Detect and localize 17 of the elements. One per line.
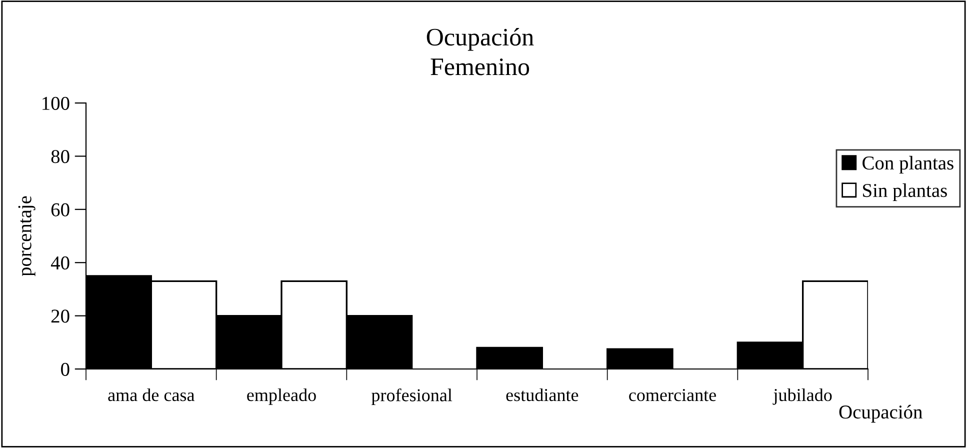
y-tick-label: 80 [51, 150, 70, 164]
y-tick-label: 40 [50, 256, 70, 270]
x-tick-label: estudiante [506, 388, 578, 402]
x-tick-label: ama de casa [108, 388, 195, 402]
y-tick-label: 0 [61, 362, 70, 376]
x-tick-label: comerciante [629, 389, 716, 402]
y-axis-title: porcentaje [18, 196, 36, 276]
y-tick-label: 100 [42, 96, 70, 110]
y-tick-label: 60 [51, 203, 70, 216]
x-tick-label: profesional [372, 388, 452, 405]
y-tick-label: 20 [51, 310, 70, 323]
x-tick-label: empleado [247, 388, 316, 405]
x-tick-label: jubilado [772, 388, 832, 405]
x-axis-title: Ocupación [839, 404, 922, 423]
legend-label: Con plantas [862, 156, 954, 174]
legend-label: Sin plantas [863, 183, 947, 202]
chart-title: Ocupación Femenino [426, 28, 534, 76]
